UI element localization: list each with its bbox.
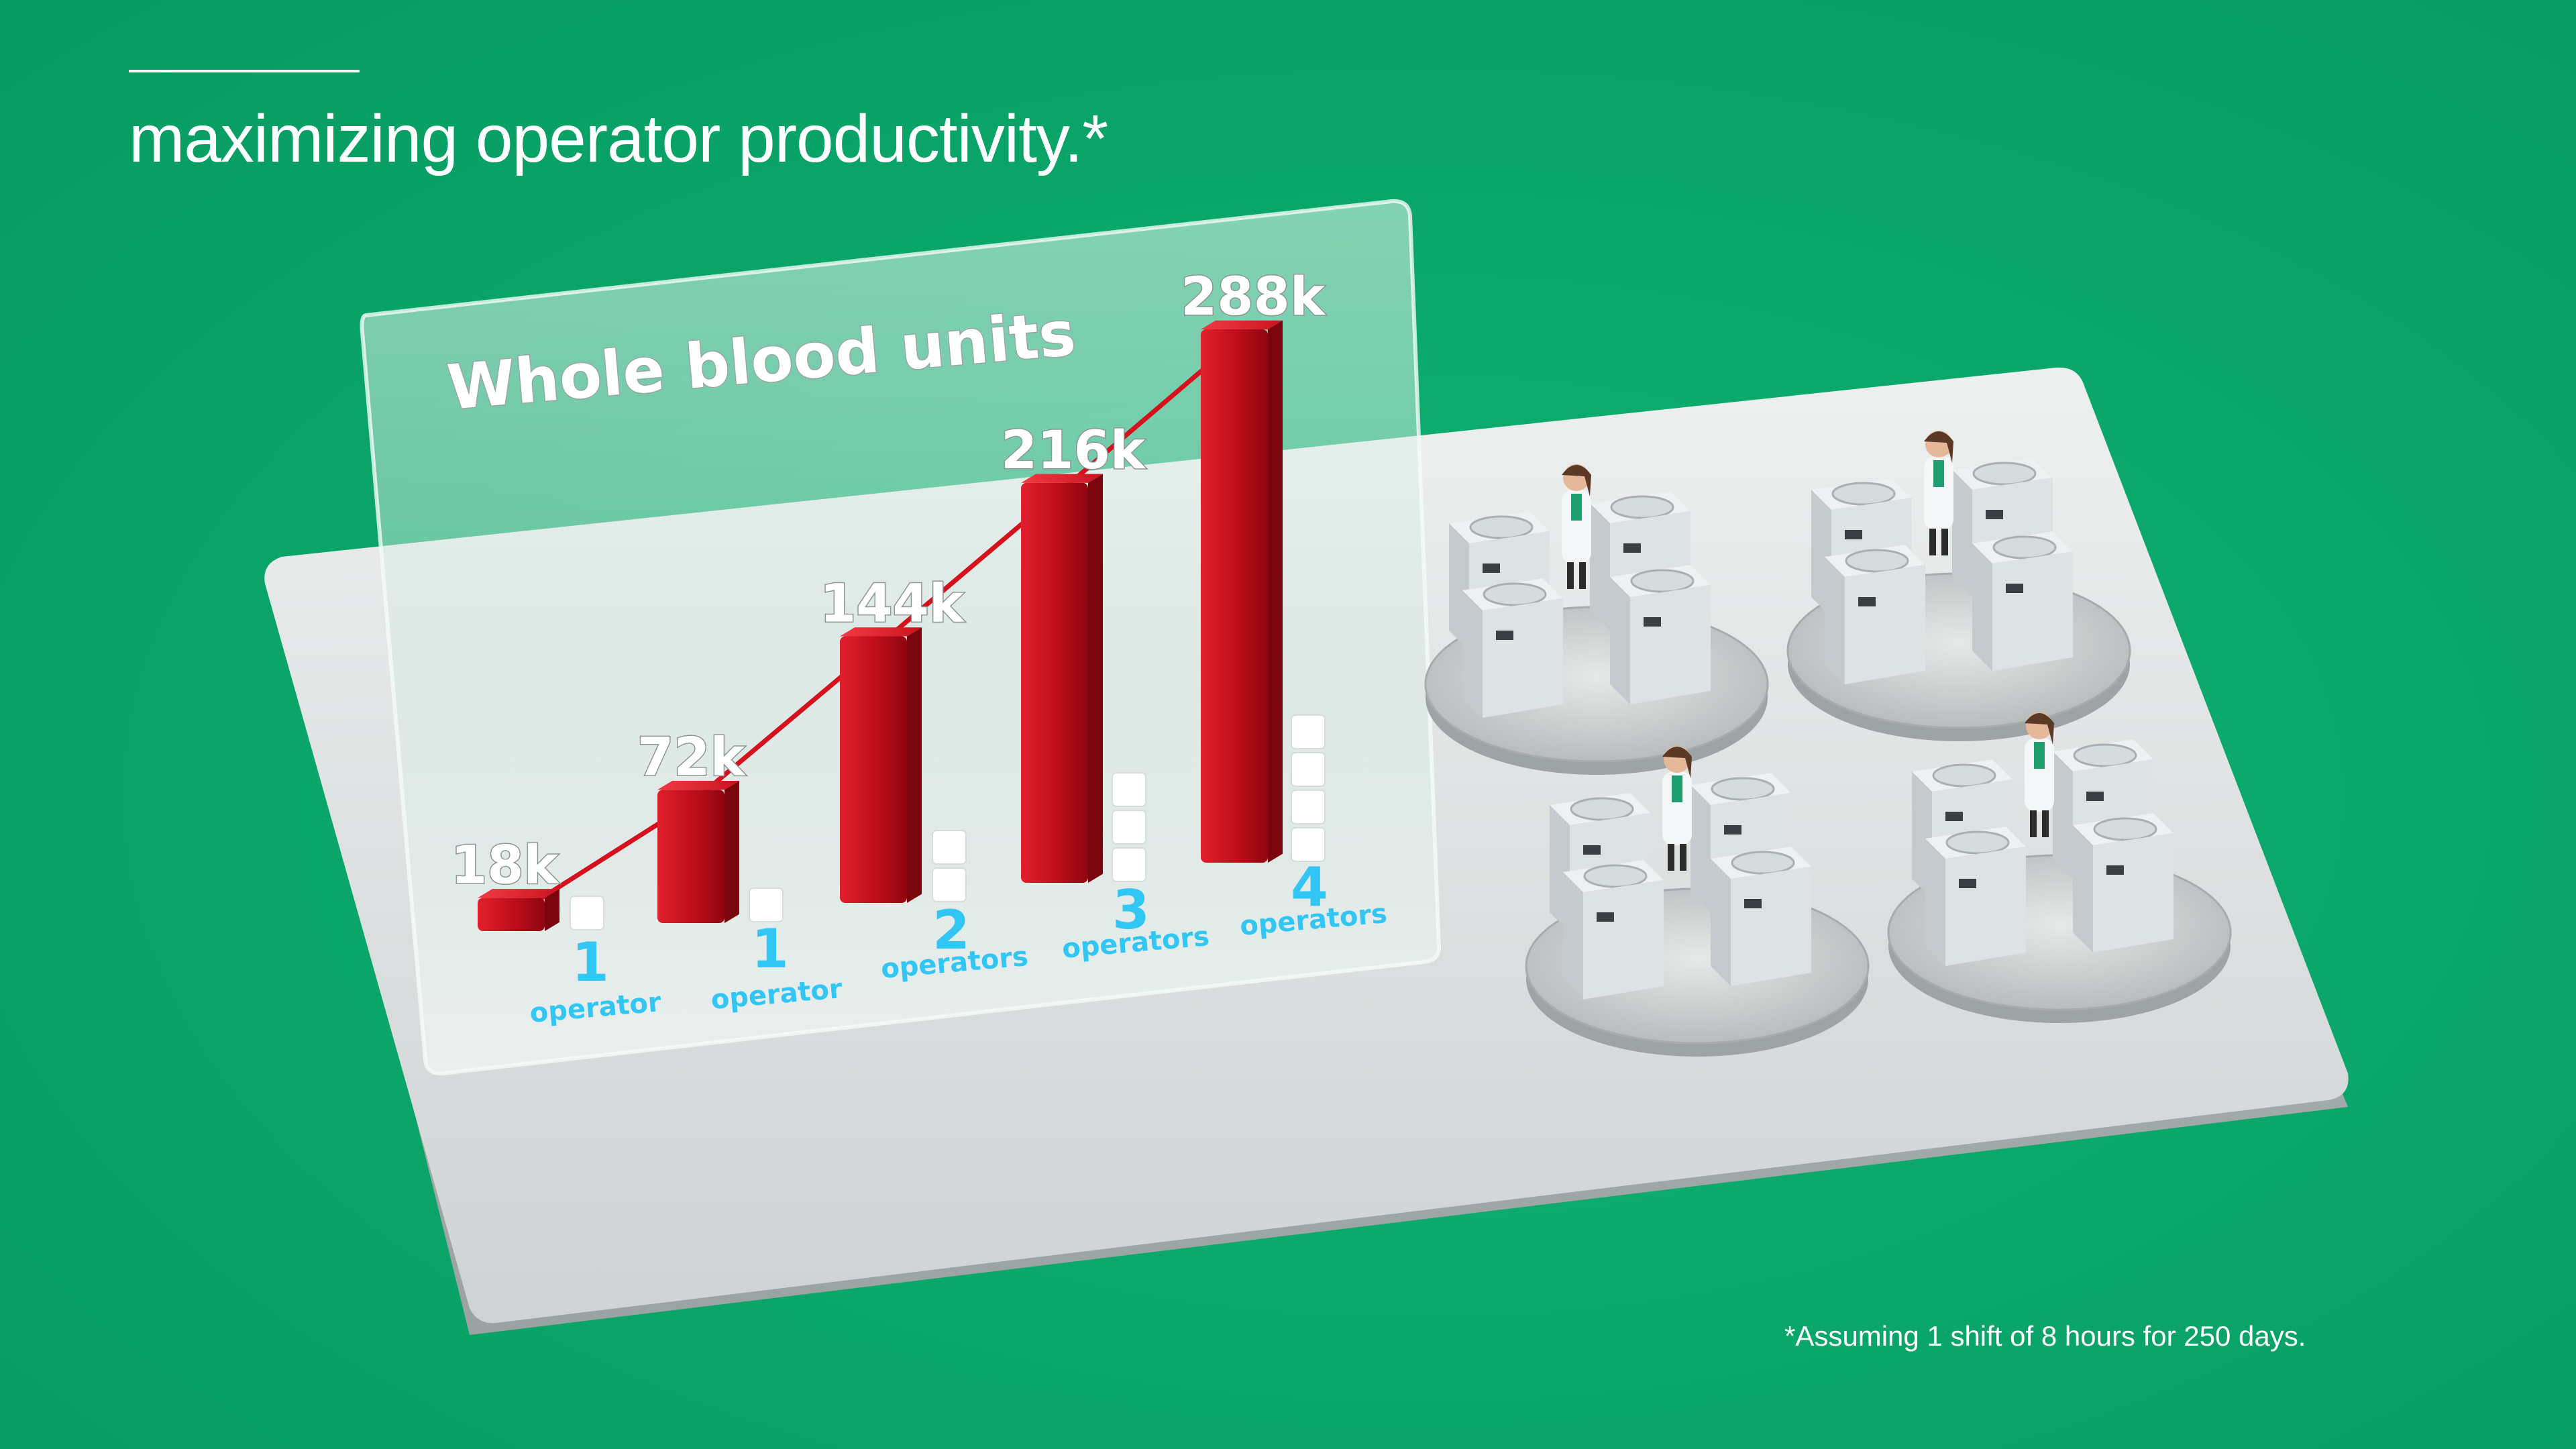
blood-processing-machine	[1563, 860, 1664, 1000]
category-number-label: 2	[932, 899, 970, 961]
operator-figure	[1924, 431, 1953, 555]
machine-cluster	[1786, 431, 2131, 741]
operator-cube	[1291, 827, 1326, 862]
category-number-label: 4	[1291, 856, 1328, 918]
blood-processing-machine	[2073, 813, 2174, 953]
operator-cube	[1291, 790, 1326, 824]
machine-cluster	[1887, 712, 2232, 1023]
machine-cluster	[1525, 746, 1870, 1057]
operator-figure	[1662, 746, 1692, 871]
blood-processing-machine	[1972, 531, 2073, 671]
chart-bar	[1021, 474, 1103, 883]
operator-cube	[1112, 810, 1146, 845]
chart-bar	[840, 627, 922, 903]
operator-cube	[1291, 714, 1326, 749]
chart-bars	[478, 320, 1283, 931]
operator-cube	[1112, 847, 1146, 882]
blood-processing-machine	[1610, 565, 1711, 704]
operator-cube	[932, 830, 967, 865]
machine-cluster	[1424, 464, 1769, 775]
blood-processing-machine	[1711, 847, 1811, 986]
blood-processing-machine	[1925, 826, 2026, 966]
operator-cube-stacks	[570, 714, 1326, 930]
operator-cube	[1291, 752, 1326, 787]
operator-figure	[2025, 712, 2054, 837]
category-number-label: 1	[572, 931, 609, 994]
category-number-label: 1	[751, 918, 789, 980]
chart-value-label: 288k	[1181, 267, 1326, 327]
blood-processing-machine	[1462, 578, 1563, 718]
machine-clusters	[1424, 431, 2232, 1057]
operator-cube	[1112, 772, 1146, 807]
blood-processing-machine	[1825, 545, 1925, 684]
operator-figure	[1562, 464, 1591, 589]
chart-bar	[657, 781, 739, 923]
operator-cube	[749, 888, 784, 922]
chart-value-label: 72k	[637, 727, 747, 788]
header-rule	[129, 70, 360, 72]
chart-bar	[1201, 320, 1283, 863]
chart-value-label: 18k	[451, 835, 560, 896]
chart-value-label: 144k	[820, 574, 965, 635]
footnote: *Assuming 1 shift of 8 hours for 250 day…	[1784, 1320, 2306, 1352]
category-number-label: 3	[1112, 879, 1150, 941]
operator-cube	[932, 867, 967, 902]
chart-value-labels: 18k 72k 144k 216k 288k	[450, 266, 1328, 897]
chart-value-label: 216k	[1001, 421, 1146, 481]
chart-bar	[478, 889, 559, 931]
operator-cube	[570, 896, 604, 930]
page-headline: maximizing operator productivity.*	[129, 101, 1108, 176]
